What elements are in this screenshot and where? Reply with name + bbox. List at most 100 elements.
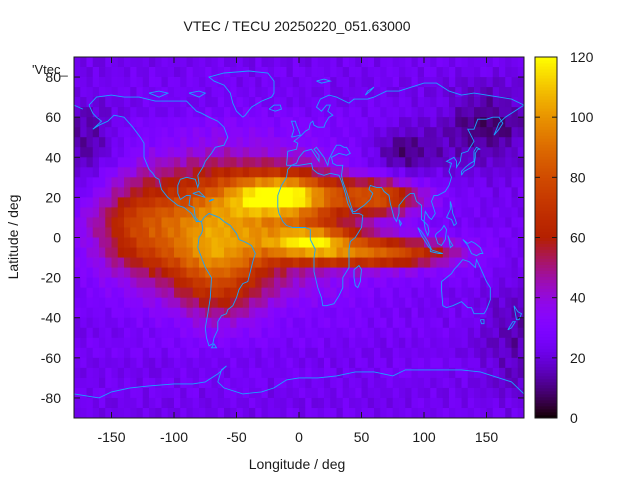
heat-cell [392, 327, 400, 339]
heat-cell [330, 157, 337, 168]
heat-cell [92, 307, 100, 319]
heat-cell [280, 347, 287, 359]
heat-cell [317, 297, 325, 309]
heat-cell [511, 307, 519, 319]
heat-cell [455, 397, 462, 409]
heat-cell [249, 297, 256, 309]
heat-cell [517, 167, 525, 178]
heat-cell [224, 227, 231, 238]
heat-cell [167, 357, 175, 369]
heat-cell [505, 347, 512, 359]
heat-cell [236, 407, 244, 419]
heat-cell [324, 397, 331, 409]
heat-cell [149, 247, 156, 258]
heat-cell [286, 347, 294, 359]
heat-cell [105, 147, 112, 158]
heat-cell [317, 277, 325, 289]
heat-cell [267, 287, 275, 299]
heat-cell [467, 317, 475, 329]
heat-cell [99, 327, 106, 339]
heat-cell [317, 107, 325, 118]
heat-cell [161, 117, 169, 128]
heat-cell [80, 277, 87, 289]
heat-cell [492, 107, 500, 118]
heat-cell [317, 147, 325, 158]
heat-cell [105, 367, 112, 379]
heat-cell [174, 327, 181, 339]
heat-cell [249, 377, 256, 389]
heat-cell [92, 227, 100, 238]
heat-cell [86, 57, 94, 68]
heat-cell [117, 377, 125, 389]
coastline-segment [208, 198, 215, 202]
heat-cell [480, 177, 487, 188]
heat-cell [317, 177, 325, 188]
heat-cell [149, 67, 156, 78]
heat-cell [192, 247, 200, 258]
heat-cell [492, 157, 500, 168]
colorbar-band [535, 255, 557, 259]
heat-cell [424, 217, 431, 228]
heat-cell [411, 167, 419, 178]
heat-cell [311, 67, 319, 78]
heat-cell [449, 297, 456, 309]
heat-cell [367, 187, 375, 198]
heat-cell [349, 377, 356, 389]
heat-cell [449, 147, 456, 158]
heat-cell [255, 57, 262, 68]
heat-cell [305, 287, 312, 299]
heat-cell [80, 207, 87, 218]
heat-cell [80, 257, 87, 268]
heat-cell [474, 167, 481, 178]
heat-cell [467, 67, 475, 78]
heat-cell [180, 237, 187, 248]
heat-cell [236, 187, 244, 198]
heat-cell [517, 397, 525, 409]
heat-cell [349, 157, 356, 168]
heat-cell [442, 247, 450, 258]
heat-cell [267, 267, 275, 279]
heat-cell [236, 147, 244, 158]
heat-cell [99, 367, 106, 379]
heat-cell [411, 407, 419, 419]
heat-cell [105, 337, 112, 349]
heat-cell [517, 317, 525, 329]
heat-cell [117, 157, 125, 168]
heat-cell [505, 127, 512, 138]
heat-cell [342, 247, 350, 258]
heat-cell [174, 107, 181, 118]
x-tick-label: 50 [354, 429, 370, 445]
colorbar-band [535, 402, 557, 407]
heat-cell [436, 297, 444, 309]
heat-cell [499, 257, 506, 268]
colorbar-band [535, 309, 557, 314]
heat-cell [486, 287, 494, 299]
heat-cell [417, 147, 425, 158]
coastline-segment [286, 82, 525, 166]
heat-cell [149, 297, 156, 309]
heat-cell [192, 157, 200, 168]
heat-cell [99, 197, 106, 208]
heat-cell [461, 257, 469, 268]
colorbar-band [535, 225, 557, 229]
heat-cell [111, 157, 119, 168]
heat-cell [136, 227, 144, 238]
heat-cell [92, 207, 100, 218]
heat-cell [136, 367, 144, 379]
heat-cell [199, 337, 206, 349]
heat-cell [130, 157, 137, 168]
heat-cell [292, 367, 300, 379]
heat-cell [505, 367, 512, 379]
heat-cell [474, 357, 481, 369]
heat-cell [180, 117, 187, 128]
heat-cell [499, 77, 506, 88]
coastline-segment [73, 104, 83, 110]
heat-cell [242, 337, 250, 349]
heat-cell [505, 247, 512, 258]
heat-cell [405, 407, 412, 419]
heat-cell [292, 377, 300, 389]
heat-cell [224, 337, 231, 349]
heat-cell [99, 117, 106, 128]
heat-cell [411, 347, 419, 359]
heat-cell [430, 387, 437, 399]
